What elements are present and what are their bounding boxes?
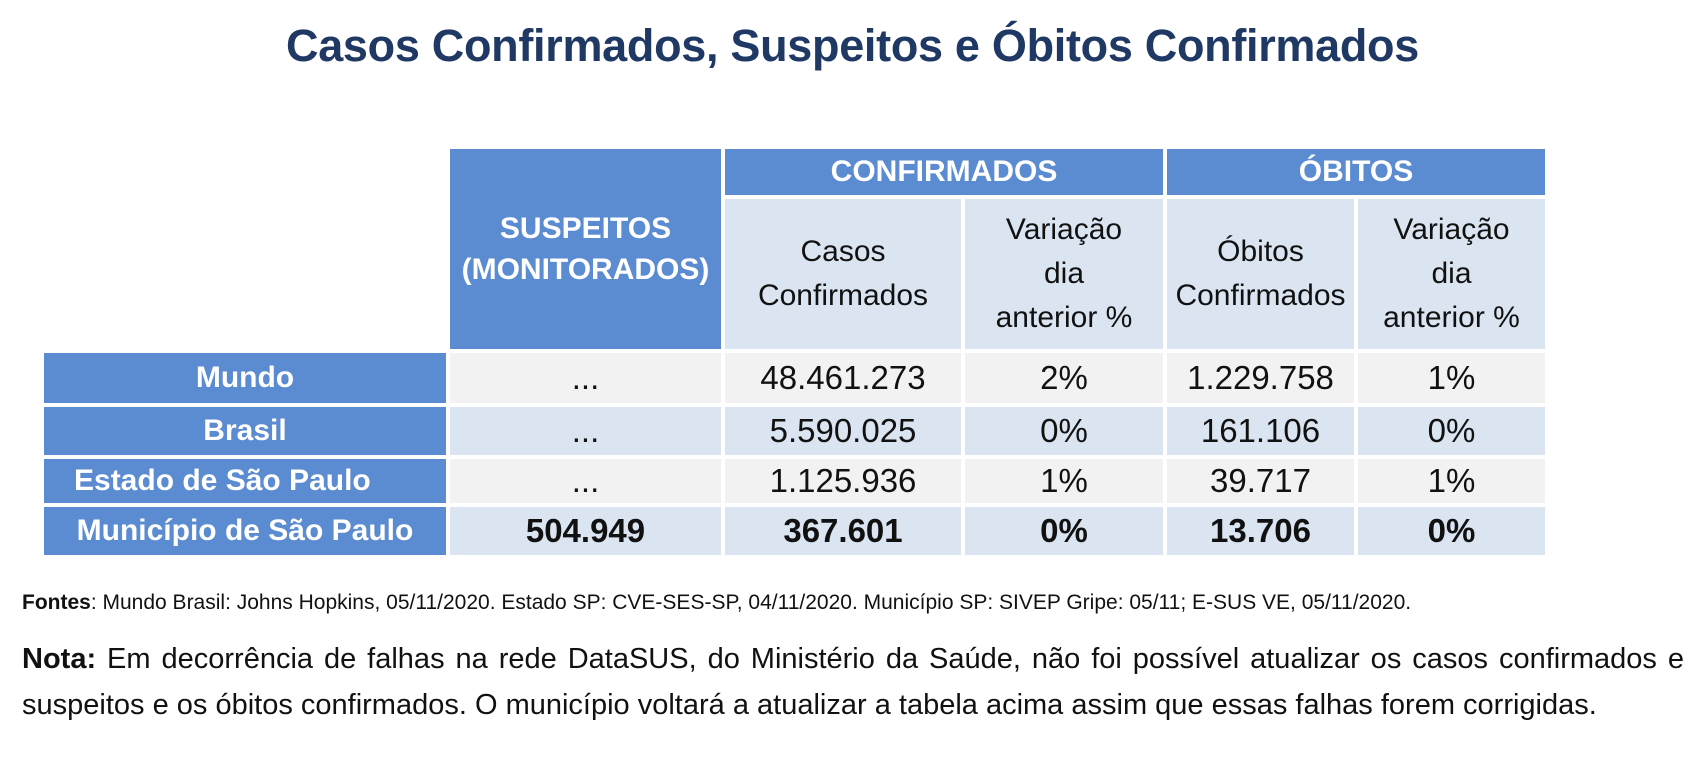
header-suspeitos-line2: (MONITORADOS) [461,253,710,286]
header-var-casos-line1: Variação [1005,213,1123,246]
cell-suspeitos: ... [450,459,721,503]
row-label: Estado de São Paulo [44,459,446,503]
cell-var-casos: 1% [965,459,1163,503]
cell-obitos: 1.229.758 [1167,353,1354,403]
table-row-municipio-sp: Município de São Paulo 504.949 367.601 0… [44,507,1545,555]
cell-casos: 1.125.936 [725,459,961,503]
header-obitos: ÓBITOS [1167,149,1545,195]
header-confirmados: CONFIRMADOS [725,149,1163,195]
row-label: Mundo [44,353,446,403]
table-row-estado-sp: Estado de São Paulo ... 1.125.936 1% 39.… [44,459,1545,503]
note-text: Em decorrência de falhas na rede DataSUS… [22,643,1684,721]
cell-var-casos: 2% [965,353,1163,403]
cell-var-casos: 0% [965,507,1163,555]
sources-label: Fontes [22,591,91,614]
table-row-brasil: Brasil ... 5.590.025 0% 161.106 0% [44,407,1545,455]
header-var-casos-line2: dia [1043,257,1085,290]
cell-obitos: 39.717 [1167,459,1354,503]
cell-suspeitos: ... [450,353,721,403]
page-title: Casos Confirmados, Suspeitos e Óbitos Co… [286,20,1419,71]
header-var-obitos-line1: Variação [1393,213,1510,246]
header-suspeitos: SUSPEITOS (MONITORADOS) [450,149,721,349]
header-variacao-obitos: Variação dia anterior % [1358,199,1545,349]
header-casos-line2: Confirmados [757,279,929,312]
cell-suspeitos: ... [450,407,721,455]
cell-obitos: 161.106 [1167,407,1354,455]
cell-casos: 48.461.273 [725,353,961,403]
sources-text: : Mundo Brasil: Johns Hopkins, 05/11/202… [90,591,1412,614]
row-label: Município de São Paulo [44,507,446,555]
sources-footnote: Fontes: Mundo Brasil: Johns Hopkins, 05/… [22,591,1411,615]
header-suspeitos-line1: SUSPEITOS [499,212,672,245]
note-label: Nota: [22,643,97,675]
cell-casos: 5.590.025 [725,407,961,455]
cell-var-obitos: 1% [1358,353,1545,403]
header-obitos-conf-line2: Confirmados [1175,279,1346,312]
cell-suspeitos: 504.949 [450,507,721,555]
cell-var-casos: 0% [965,407,1163,455]
header-obitos-conf-line1: Óbitos [1217,235,1304,268]
cell-casos: 367.601 [725,507,961,555]
table-row-mundo: Mundo ... 48.461.273 2% 1.229.758 1% [44,353,1545,403]
covid-cases-table: SUSPEITOS (MONITORADOS) CONFIRMADOS ÓBIT… [40,145,1549,559]
header-var-obitos-line3: anterior % [1383,301,1520,334]
cell-obitos: 13.706 [1167,507,1354,555]
header-casos-confirmados: Casos Confirmados [725,199,961,349]
cell-var-obitos: 1% [1358,459,1545,503]
header-var-casos-line3: anterior % [995,301,1133,334]
header-casos-line1: Casos [800,235,886,268]
cell-var-obitos: 0% [1358,507,1545,555]
note-paragraph: Nota: Em decorrência de falhas na rede D… [22,636,1684,728]
blank-corner-cell [44,149,446,349]
header-variacao-casos: Variação dia anterior % [965,199,1163,349]
cell-var-obitos: 0% [1358,407,1545,455]
header-obitos-confirmados: Óbitos Confirmados [1167,199,1354,349]
header-var-obitos-line2: dia [1431,257,1472,290]
row-label: Brasil [44,407,446,455]
